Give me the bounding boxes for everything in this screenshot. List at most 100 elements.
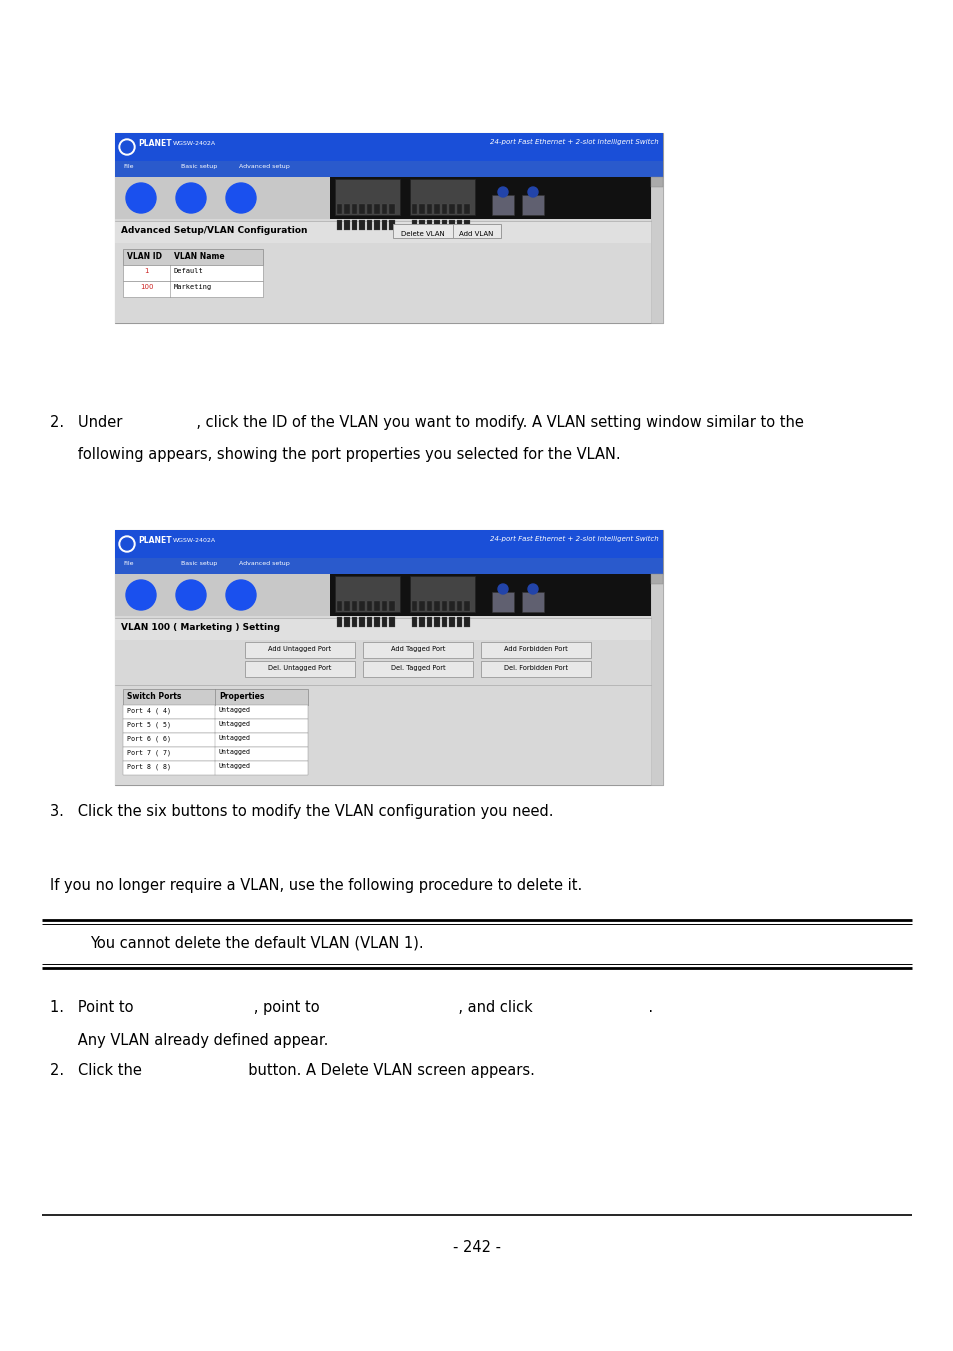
Bar bbox=[441, 220, 447, 230]
Bar bbox=[367, 204, 372, 213]
Bar bbox=[115, 574, 330, 616]
Text: File: File bbox=[123, 163, 133, 169]
Text: - 242 -: - 242 - bbox=[453, 1240, 500, 1255]
Text: 2.   Click the                       button. A Delete VLAN screen appears.: 2. Click the button. A Delete VLAN scree… bbox=[50, 1063, 535, 1078]
Text: Add Tagged Port: Add Tagged Port bbox=[391, 646, 445, 653]
Bar bbox=[375, 220, 379, 230]
Bar bbox=[335, 576, 399, 612]
Bar bbox=[375, 617, 379, 627]
Text: WGSW-2402A: WGSW-2402A bbox=[172, 141, 216, 146]
Bar bbox=[480, 642, 590, 658]
Bar bbox=[123, 249, 263, 265]
Bar bbox=[115, 177, 330, 219]
Text: Untagged: Untagged bbox=[219, 763, 251, 769]
Bar bbox=[359, 601, 365, 611]
Bar bbox=[464, 601, 470, 611]
Circle shape bbox=[226, 182, 255, 213]
Bar bbox=[330, 177, 650, 219]
Bar bbox=[123, 689, 308, 705]
Bar bbox=[412, 601, 417, 611]
Bar bbox=[367, 601, 372, 611]
Bar bbox=[650, 177, 662, 186]
Text: Port 4 ( 4): Port 4 ( 4) bbox=[127, 707, 171, 713]
Text: VLAN Name: VLAN Name bbox=[173, 253, 224, 261]
Bar bbox=[352, 220, 357, 230]
Circle shape bbox=[121, 538, 132, 550]
Bar bbox=[359, 617, 365, 627]
Bar bbox=[367, 617, 372, 627]
Text: Switch Ports: Switch Ports bbox=[127, 692, 181, 701]
Bar bbox=[419, 220, 424, 230]
Bar bbox=[115, 617, 650, 640]
Circle shape bbox=[119, 536, 135, 553]
Bar bbox=[115, 219, 650, 323]
Bar bbox=[336, 601, 342, 611]
Text: If you no longer require a VLAN, use the following procedure to delete it.: If you no longer require a VLAN, use the… bbox=[50, 878, 581, 893]
Bar bbox=[123, 265, 263, 281]
Text: WGSW-2402A: WGSW-2402A bbox=[172, 538, 216, 543]
Bar bbox=[464, 204, 470, 213]
Bar bbox=[389, 601, 395, 611]
Bar bbox=[492, 195, 514, 215]
Bar bbox=[115, 530, 662, 785]
Bar bbox=[336, 204, 342, 213]
Text: Port 5 ( 5): Port 5 ( 5) bbox=[127, 721, 171, 727]
Bar bbox=[352, 617, 357, 627]
Bar bbox=[389, 617, 395, 627]
Bar bbox=[393, 224, 453, 238]
Bar bbox=[123, 747, 308, 761]
Bar bbox=[427, 617, 432, 627]
Circle shape bbox=[527, 584, 537, 594]
Circle shape bbox=[175, 182, 206, 213]
Bar bbox=[245, 642, 355, 658]
Text: Untagged: Untagged bbox=[219, 707, 251, 713]
Bar bbox=[115, 132, 662, 323]
Bar bbox=[427, 601, 432, 611]
Bar bbox=[389, 204, 395, 213]
Bar bbox=[123, 281, 263, 297]
Text: Untagged: Untagged bbox=[219, 735, 251, 740]
Bar bbox=[419, 617, 424, 627]
Bar bbox=[419, 601, 424, 611]
Text: PLANET: PLANET bbox=[138, 536, 172, 544]
Bar bbox=[375, 204, 379, 213]
Text: Basic setup: Basic setup bbox=[181, 561, 217, 566]
Text: Advanced setup: Advanced setup bbox=[239, 163, 290, 169]
Text: Untagged: Untagged bbox=[219, 721, 251, 727]
Bar bbox=[381, 204, 387, 213]
Text: VLAN ID: VLAN ID bbox=[127, 253, 162, 261]
Bar bbox=[480, 661, 590, 677]
Bar bbox=[456, 617, 462, 627]
Text: PLANET: PLANET bbox=[138, 139, 172, 149]
Bar bbox=[123, 761, 308, 775]
Bar bbox=[441, 204, 447, 213]
Text: Default: Default bbox=[173, 267, 204, 274]
Bar bbox=[412, 617, 417, 627]
Bar bbox=[449, 204, 455, 213]
Text: 24-port Fast Ethernet + 2-slot Intelligent Switch: 24-port Fast Ethernet + 2-slot Intellige… bbox=[490, 139, 659, 145]
Text: Add Untagged Port: Add Untagged Port bbox=[268, 646, 332, 653]
Text: File: File bbox=[123, 561, 133, 566]
Bar bbox=[419, 204, 424, 213]
Text: Port 7 ( 7): Port 7 ( 7) bbox=[127, 748, 171, 755]
Bar bbox=[449, 220, 455, 230]
Bar bbox=[352, 204, 357, 213]
Bar bbox=[441, 617, 447, 627]
Bar bbox=[650, 177, 662, 323]
Text: Port 6 ( 6): Port 6 ( 6) bbox=[127, 735, 171, 742]
Text: 24-port Fast Ethernet + 2-slot Intelligent Switch: 24-port Fast Ethernet + 2-slot Intellige… bbox=[490, 536, 659, 542]
Bar bbox=[245, 661, 355, 677]
Text: 3.   Click the six buttons to modify the VLAN configuration you need.: 3. Click the six buttons to modify the V… bbox=[50, 804, 553, 819]
Bar bbox=[336, 617, 342, 627]
Bar bbox=[335, 178, 399, 215]
Bar bbox=[336, 220, 342, 230]
Bar bbox=[449, 601, 455, 611]
Bar bbox=[352, 601, 357, 611]
Bar bbox=[359, 220, 365, 230]
Bar bbox=[492, 592, 514, 612]
Bar bbox=[441, 601, 447, 611]
Bar bbox=[464, 617, 470, 627]
Text: Untagged: Untagged bbox=[219, 748, 251, 755]
Bar bbox=[521, 592, 543, 612]
Circle shape bbox=[126, 182, 156, 213]
